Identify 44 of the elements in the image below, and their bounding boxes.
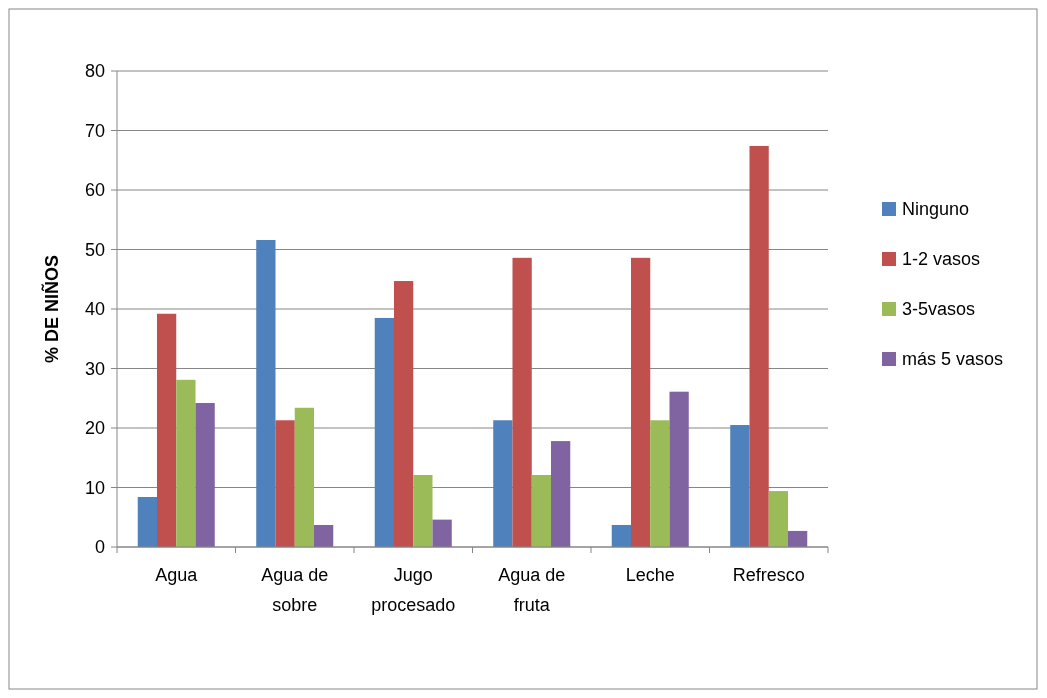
bar [314,524,334,547]
bar [432,519,452,547]
y-tick-label: 60 [84,180,105,201]
legend-label: 1-2 vasos [902,249,981,270]
bar [531,475,552,547]
bar [294,407,315,547]
bar [374,317,394,547]
bar [137,497,157,547]
bar [393,281,414,547]
x-tick-label: Jugo procesado [371,565,456,615]
bar [275,420,295,547]
x-tick-label: Leche [625,565,675,585]
bar [551,441,571,547]
bar [630,257,651,547]
bar [256,239,276,547]
y-tick-label: 0 [94,537,105,558]
bar [195,403,215,547]
x-tick-label: Agua de fruta [498,565,566,615]
y-axis-title: % DE NIÑOS [41,254,62,364]
x-tick-label: Agua [155,565,199,585]
legend-label: más 5 vasos [902,349,1004,370]
y-tick-label: 30 [84,358,105,379]
bar [413,475,433,547]
bar [493,420,513,547]
y-tick-label: 50 [84,239,105,260]
bar [176,379,196,547]
bar [650,420,670,547]
legend-label: Ninguno [902,199,970,220]
y-tick-label: 20 [84,418,105,439]
y-tick-label: 80 [84,61,105,82]
legend-label: 3-5vasos [902,299,976,320]
bar [156,313,177,547]
bar [788,530,808,547]
x-tick-label: Refresco [732,565,805,585]
bar [768,491,789,547]
bar [611,524,631,547]
y-tick-label: 40 [84,299,105,320]
bar [512,257,532,547]
x-tick-label: Agua de sobre [261,565,329,615]
bar [730,425,750,547]
bar [669,391,689,547]
bar [749,145,769,547]
y-tick-label: 10 [84,477,105,498]
y-tick-label: 70 [84,120,105,141]
